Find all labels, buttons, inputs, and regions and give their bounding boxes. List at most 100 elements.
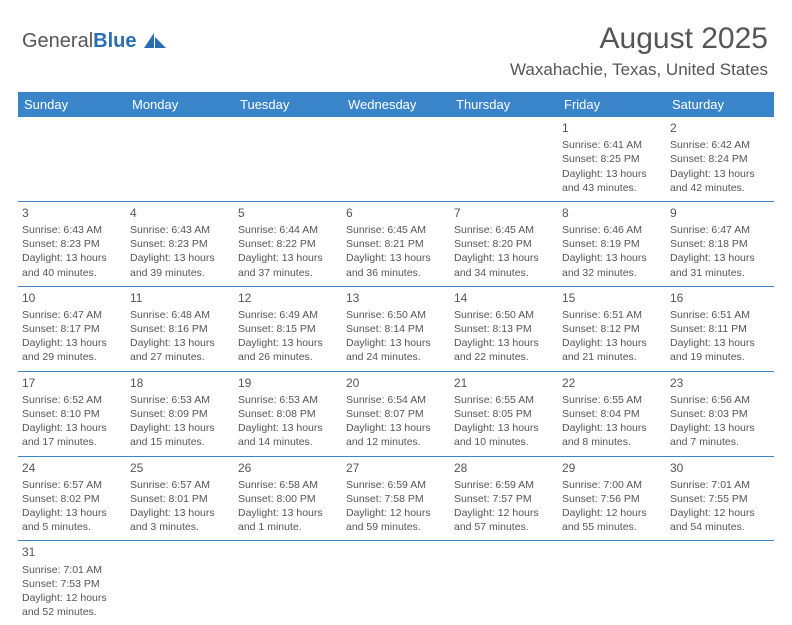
- day-number: 22: [562, 375, 662, 391]
- sunrise-text: Sunrise: 7:01 AM: [670, 478, 770, 492]
- sunrise-text: Sunrise: 6:54 AM: [346, 393, 446, 407]
- day-number: 25: [130, 460, 230, 476]
- calendar-cell: 16Sunrise: 6:51 AMSunset: 8:11 PMDayligh…: [666, 286, 774, 371]
- daylight-text: Daylight: 13 hours and 15 minutes.: [130, 421, 230, 449]
- daylight-text: Daylight: 13 hours and 3 minutes.: [130, 506, 230, 534]
- calendar-cell: [234, 117, 342, 201]
- calendar-cell: 13Sunrise: 6:50 AMSunset: 8:14 PMDayligh…: [342, 286, 450, 371]
- calendar-cell: 5 Sunrise: 6:44 AMSunset: 8:22 PMDaylight…: [234, 201, 342, 286]
- sunset-text: Sunset: 8:17 PM: [22, 322, 122, 336]
- calendar-cell: 2Sunrise: 6:42 AMSunset: 8:24 PMDaylight…: [666, 117, 774, 201]
- daylight-text: Daylight: 13 hours and 22 minutes.: [454, 336, 554, 364]
- sunrise-text: Sunrise: 6:59 AM: [454, 478, 554, 492]
- sunrise-text: Sunrise: 6:59 AM: [346, 478, 446, 492]
- day-number: 30: [670, 460, 770, 476]
- sunrise-text: Sunrise: 6:53 AM: [130, 393, 230, 407]
- daylight-text: Daylight: 13 hours and 14 minutes.: [238, 421, 338, 449]
- sunset-text: Sunset: 8:16 PM: [130, 322, 230, 336]
- calendar-cell: [342, 541, 450, 625]
- calendar-cell: [18, 117, 126, 201]
- calendar-cell: 21Sunrise: 6:55 AMSunset: 8:05 PMDayligh…: [450, 371, 558, 456]
- calendar-cell: 7Sunrise: 6:45 AMSunset: 8:20 PMDaylight…: [450, 201, 558, 286]
- day-header: Saturday: [666, 92, 774, 117]
- calendar-cell: 11Sunrise: 6:48 AMSunset: 8:16 PMDayligh…: [126, 286, 234, 371]
- calendar-cell: 12Sunrise: 6:49 AMSunset: 8:15 PMDayligh…: [234, 286, 342, 371]
- daylight-text: Daylight: 13 hours and 29 minutes.: [22, 336, 122, 364]
- calendar-cell: [234, 541, 342, 625]
- calendar-row: 24Sunrise: 6:57 AMSunset: 8:02 PMDayligh…: [18, 456, 774, 541]
- sunrise-text: Sunrise: 7:00 AM: [562, 478, 662, 492]
- sunrise-text: Sunrise: 6:42 AM: [670, 138, 770, 152]
- sunrise-text: Sunrise: 6:57 AM: [130, 478, 230, 492]
- sunrise-text: Sunrise: 6:43 AM: [22, 223, 122, 237]
- daylight-text: Daylight: 13 hours and 21 minutes.: [562, 336, 662, 364]
- sunset-text: Sunset: 7:58 PM: [346, 492, 446, 506]
- calendar-cell: 18Sunrise: 6:53 AMSunset: 8:09 PMDayligh…: [126, 371, 234, 456]
- calendar-cell: 8Sunrise: 6:46 AMSunset: 8:19 PMDaylight…: [558, 201, 666, 286]
- daylight-text: Daylight: 12 hours and 59 minutes.: [346, 506, 446, 534]
- sunrise-text: Sunrise: 6:41 AM: [562, 138, 662, 152]
- day-header: Monday: [126, 92, 234, 117]
- calendar-cell: 3Sunrise: 6:43 AMSunset: 8:23 PMDaylight…: [18, 201, 126, 286]
- sunset-text: Sunset: 8:08 PM: [238, 407, 338, 421]
- sunset-text: Sunset: 8:09 PM: [130, 407, 230, 421]
- calendar-cell: 6Sunrise: 6:45 AMSunset: 8:21 PMDaylight…: [342, 201, 450, 286]
- day-number: 11: [130, 290, 230, 306]
- calendar-cell: 30 Sunrise: 7:01 AMSunset: 7:55 PMDayligh…: [666, 456, 774, 541]
- day-number: 20: [346, 375, 446, 391]
- calendar-row: 3Sunrise: 6:43 AMSunset: 8:23 PMDaylight…: [18, 201, 774, 286]
- calendar-cell: 9Sunrise: 6:47 AMSunset: 8:18 PMDaylight…: [666, 201, 774, 286]
- calendar-cell: 4Sunrise: 6:43 AMSunset: 8:23 PMDaylight…: [126, 201, 234, 286]
- sunrise-text: Sunrise: 6:51 AM: [562, 308, 662, 322]
- calendar-cell: 10Sunrise: 6:47 AMSunset: 8:17 PMDayligh…: [18, 286, 126, 371]
- sunset-text: Sunset: 8:07 PM: [346, 407, 446, 421]
- day-number: 3: [22, 205, 122, 221]
- day-header: Thursday: [450, 92, 558, 117]
- day-number: 1: [562, 120, 662, 136]
- daylight-text: Daylight: 13 hours and 27 minutes.: [130, 336, 230, 364]
- calendar-cell: 26Sunrise: 6:58 AMSunset: 8:00 PMDayligh…: [234, 456, 342, 541]
- daylight-text: Daylight: 12 hours and 54 minutes.: [670, 506, 770, 534]
- sunrise-text: Sunrise: 6:47 AM: [670, 223, 770, 237]
- sunrise-text: Sunrise: 6:49 AM: [238, 308, 338, 322]
- sunset-text: Sunset: 7:55 PM: [670, 492, 770, 506]
- day-header: Friday: [558, 92, 666, 117]
- calendar-cell: 31 Sunrise: 7:01 AMSunset: 7:53 PMDayligh…: [18, 541, 126, 625]
- daylight-text: Daylight: 12 hours and 57 minutes.: [454, 506, 554, 534]
- calendar-row: 1Sunrise: 6:41 AMSunset: 8:25 PMDaylight…: [18, 117, 774, 201]
- day-number: 5: [238, 205, 338, 221]
- sunrise-text: Sunrise: 6:57 AM: [22, 478, 122, 492]
- day-number: 10: [22, 290, 122, 306]
- sunrise-text: Sunrise: 6:55 AM: [562, 393, 662, 407]
- daylight-text: Daylight: 12 hours and 52 minutes.: [22, 591, 122, 619]
- daylight-text: Daylight: 13 hours and 1 minute.: [238, 506, 338, 534]
- day-header: Sunday: [18, 92, 126, 117]
- day-number: 9: [670, 205, 770, 221]
- daylight-text: Daylight: 13 hours and 37 minutes.: [238, 251, 338, 279]
- daylight-text: Daylight: 13 hours and 36 minutes.: [346, 251, 446, 279]
- calendar-cell: 14Sunrise: 6:50 AMSunset: 8:13 PMDayligh…: [450, 286, 558, 371]
- sunrise-text: Sunrise: 6:58 AM: [238, 478, 338, 492]
- sunset-text: Sunset: 8:14 PM: [346, 322, 446, 336]
- sunset-text: Sunset: 7:57 PM: [454, 492, 554, 506]
- sunrise-text: Sunrise: 6:44 AM: [238, 223, 338, 237]
- logo-sail-icon: [144, 33, 166, 49]
- calendar-table: Sunday Monday Tuesday Wednesday Thursday…: [18, 92, 774, 625]
- daylight-text: Daylight: 13 hours and 26 minutes.: [238, 336, 338, 364]
- sunrise-text: Sunrise: 7:01 AM: [22, 563, 122, 577]
- sunrise-text: Sunrise: 6:52 AM: [22, 393, 122, 407]
- daylight-text: Daylight: 13 hours and 34 minutes.: [454, 251, 554, 279]
- daylight-text: Daylight: 13 hours and 19 minutes.: [670, 336, 770, 364]
- sunset-text: Sunset: 8:22 PM: [238, 237, 338, 251]
- day-number: 17: [22, 375, 122, 391]
- day-number: 13: [346, 290, 446, 306]
- day-number: 7: [454, 205, 554, 221]
- day-number: 12: [238, 290, 338, 306]
- sunset-text: Sunset: 8:01 PM: [130, 492, 230, 506]
- calendar-cell: 29Sunrise: 7:00 AMSunset: 7:56 PMDayligh…: [558, 456, 666, 541]
- day-number: 31: [22, 544, 122, 560]
- sunset-text: Sunset: 7:53 PM: [22, 577, 122, 591]
- calendar-cell: [126, 541, 234, 625]
- calendar-cell: 19Sunrise: 6:53 AMSunset: 8:08 PMDayligh…: [234, 371, 342, 456]
- daylight-text: Daylight: 13 hours and 8 minutes.: [562, 421, 662, 449]
